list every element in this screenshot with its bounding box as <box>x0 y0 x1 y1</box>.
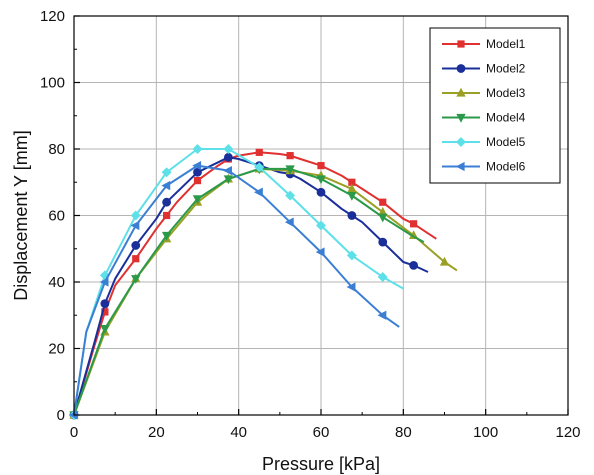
legend-label: Model2 <box>486 62 526 76</box>
legend-swatch-marker <box>456 113 466 123</box>
data-point-model5 <box>285 190 296 201</box>
data-point-model6 <box>315 247 325 257</box>
legend-label: Model6 <box>486 160 526 174</box>
legend-box <box>429 27 561 184</box>
data-point-model4 <box>316 175 326 185</box>
series-line-model4 <box>73 167 425 416</box>
tick-layer: 0 20 40 60 80 100 120 0 20 40 60 80 100 120 <box>40 8 581 441</box>
data-point-model6 <box>161 180 171 191</box>
legend: Model1 Model2 Model3 Model4 Model5 Model6 <box>429 27 561 184</box>
data-point-model6 <box>346 282 356 292</box>
series-line-model1 <box>73 151 437 416</box>
data-point-model1 <box>317 162 325 170</box>
data-point-model6 <box>253 187 263 197</box>
legend-swatch-marker <box>456 137 466 147</box>
data-point-model4 <box>192 195 203 205</box>
data-point-model4 <box>378 213 388 223</box>
series-model5 <box>69 144 404 420</box>
legend-label: Model1 <box>486 37 526 51</box>
series-model6 <box>68 160 400 420</box>
y-tick-label: 80 <box>48 141 65 158</box>
data-point-model6 <box>377 310 387 320</box>
legend-swatch-marker <box>456 87 466 97</box>
data-point-model5 <box>223 144 234 154</box>
legend-label: Model3 <box>486 86 526 100</box>
data-point-model2 <box>162 197 172 207</box>
y-tick-label: 40 <box>48 274 65 291</box>
data-point-model1 <box>379 198 387 206</box>
legend-label: Model4 <box>486 111 526 125</box>
data-point-model1 <box>132 255 140 263</box>
x-tick-label: 0 <box>70 424 78 441</box>
data-point-model5 <box>161 167 172 178</box>
legend-item-model6: Model6 <box>442 160 526 174</box>
data-point-model6 <box>130 220 140 231</box>
legend-item-model4: Model4 <box>442 111 526 125</box>
y-tick-label: 0 <box>57 407 65 424</box>
x-tick-label: 20 <box>148 424 165 441</box>
data-point-model5 <box>346 250 357 261</box>
data-point-model2 <box>409 260 419 270</box>
plot-frame <box>73 15 569 416</box>
legend-swatch-marker <box>455 161 465 172</box>
data-point-model4 <box>131 275 141 284</box>
y-axis-title: Displacement Y [mm] <box>11 130 31 300</box>
data-point-model2 <box>223 152 233 162</box>
data-point-model5 <box>192 144 203 154</box>
data-point-model5 <box>130 210 141 221</box>
y-tick-label: 100 <box>40 75 65 92</box>
data-point-model6 <box>192 160 202 171</box>
data-point-model1 <box>286 152 294 160</box>
legend-item-model5: Model5 <box>442 135 526 149</box>
data-point-model1 <box>255 148 263 156</box>
data-point-model4 <box>100 324 110 334</box>
data-point-model3 <box>439 256 450 266</box>
legend-swatch-marker <box>457 40 465 48</box>
data-point-model1 <box>193 176 202 185</box>
y-tick-label: 60 <box>48 208 65 225</box>
series-line-model6 <box>73 164 400 416</box>
x-tick-label: 40 <box>230 424 247 441</box>
y-tick-label: 20 <box>48 341 65 358</box>
series-model1 <box>70 148 437 419</box>
data-point-model2 <box>316 187 326 197</box>
y-tick-label: 120 <box>40 8 65 25</box>
data-point-model4 <box>223 175 234 185</box>
data-point-model6 <box>223 165 232 176</box>
series-model2 <box>69 152 429 420</box>
x-tick-label: 80 <box>395 424 412 441</box>
data-point-model5 <box>377 272 388 282</box>
x-axis-title: Pressure [kPa] <box>262 454 380 474</box>
data-point-model5 <box>316 220 326 231</box>
data-point-model2 <box>378 237 388 247</box>
data-point-model2 <box>131 241 141 250</box>
data-point-model1 <box>163 211 171 220</box>
data-point-model4 <box>285 165 295 175</box>
data-point-model4 <box>347 191 357 201</box>
x-tick-label: 100 <box>473 424 498 441</box>
data-point-model2 <box>347 211 357 220</box>
legend-label: Model5 <box>486 135 526 149</box>
series-line-model3 <box>73 167 458 416</box>
data-point-model2 <box>100 299 110 309</box>
data-point-model5 <box>254 162 265 173</box>
x-tick-label: 60 <box>313 424 330 441</box>
legend-item-model3: Model3 <box>442 86 526 100</box>
data-point-model4 <box>161 231 172 241</box>
data-point-model6 <box>284 217 294 227</box>
data-point-model1 <box>410 220 418 228</box>
data-point-model6 <box>99 277 109 287</box>
x-tick-label: 120 <box>555 424 580 441</box>
legend-item-model2: Model2 <box>442 62 526 76</box>
series-layer <box>68 144 458 421</box>
legend-swatch-marker <box>456 64 466 73</box>
legend-item-model1: Model1 <box>442 37 526 51</box>
